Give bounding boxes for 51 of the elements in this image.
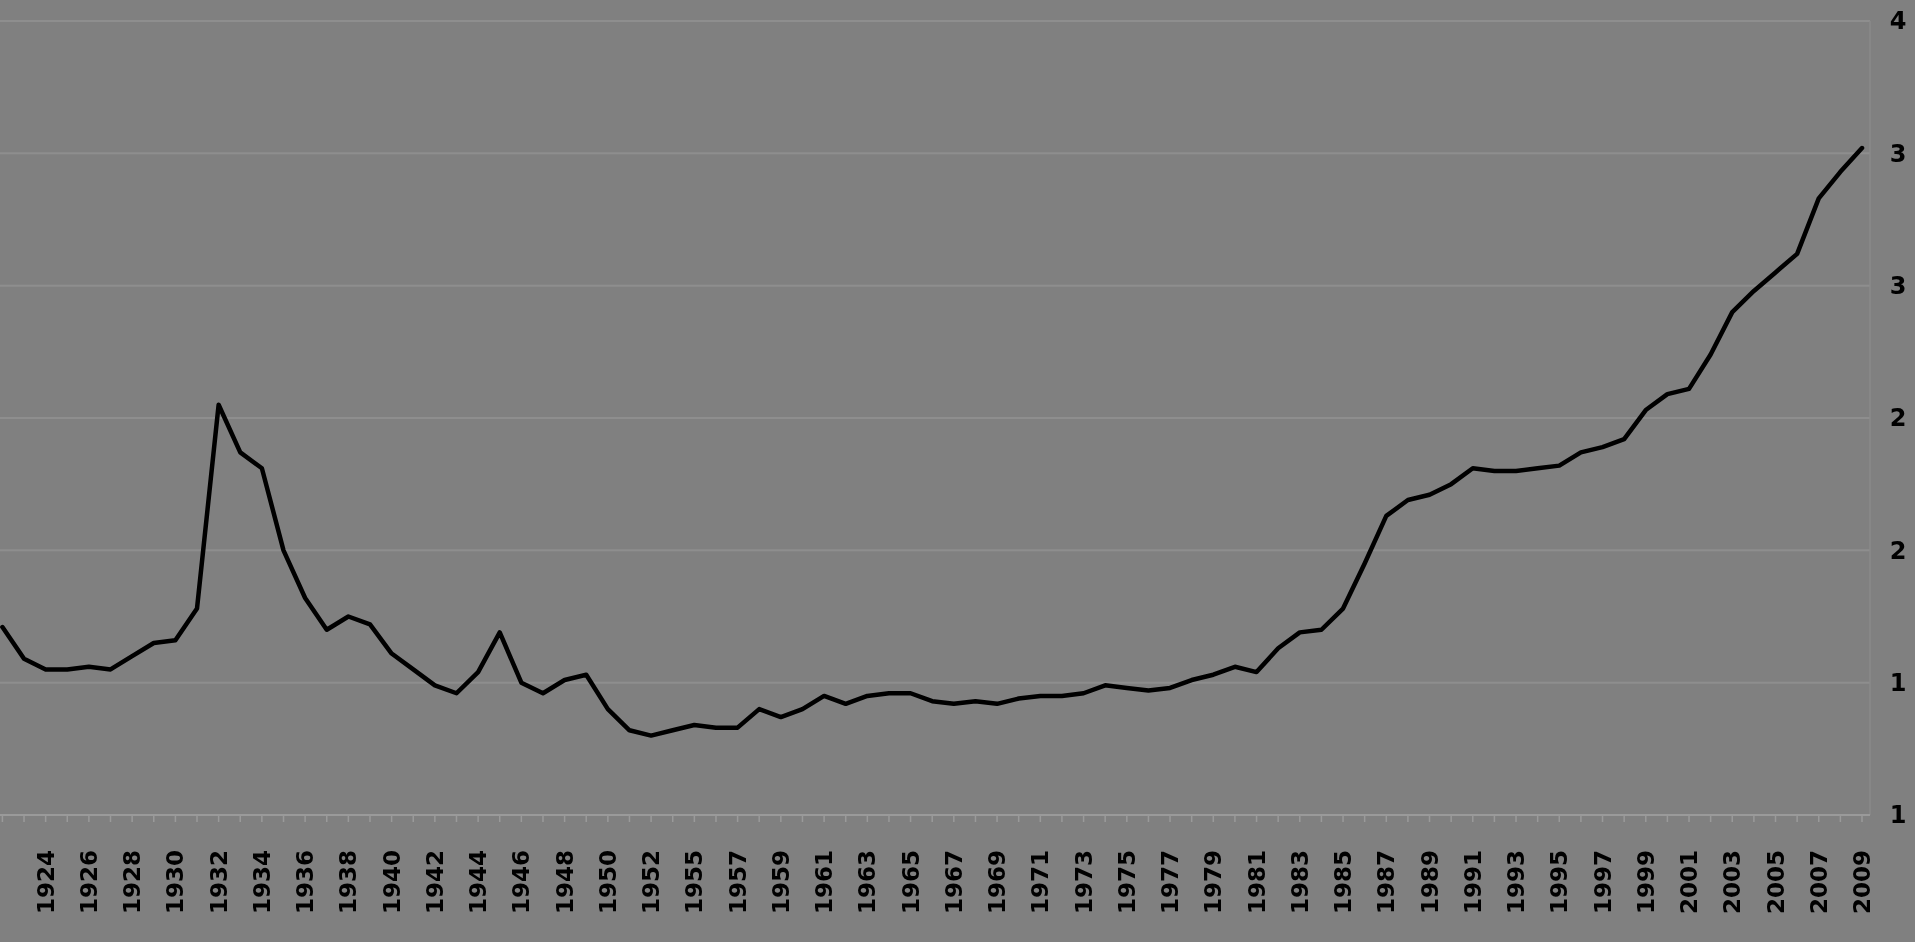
x-tick-label: 1924 [32, 850, 59, 915]
x-tick-label: 1944 [465, 850, 492, 915]
x-tick-label: 2001 [1676, 850, 1703, 915]
x-tick-label: 1940 [378, 850, 405, 915]
x-tick-label: 1995 [1546, 850, 1573, 915]
x-tick-label: 1979 [1200, 850, 1227, 915]
x-tick-label: 1967 [940, 850, 967, 915]
x-tick-label: 1952 [638, 850, 665, 915]
line-series [0, 145, 1865, 738]
x-tick-label: 1989 [1416, 850, 1443, 915]
y-tick-label: 3 [1889, 139, 1907, 168]
x-tick-label: 1983 [1286, 850, 1313, 915]
x-tick-label: 1965 [897, 850, 924, 915]
x-tick-label: 1942 [421, 850, 448, 915]
x-tick-label: 1938 [335, 850, 362, 915]
x-tick-label: 1930 [162, 850, 189, 915]
x-tick-label: 1981 [1243, 850, 1270, 915]
x-tick-label: 1961 [811, 850, 838, 915]
x-tick-label: 1957 [724, 850, 751, 915]
y-tick-label: 2 [1889, 536, 1907, 565]
x-tick-label: 1926 [75, 850, 102, 915]
x-tick-label: 1993 [1503, 850, 1530, 915]
y-tick-label: 3 [1889, 272, 1907, 301]
x-tick-label: 2003 [1719, 850, 1746, 915]
x-tick-label: 1969 [984, 850, 1011, 915]
x-tick-label: 1934 [248, 850, 275, 915]
x-tick-label: 1985 [1330, 850, 1357, 915]
x-tick-label: 1963 [854, 850, 881, 915]
x-tick-label: 1997 [1589, 850, 1616, 915]
x-tick-label: 1977 [1157, 850, 1184, 915]
y-tick-label: 1 [1889, 669, 1907, 698]
x-tick-label: 1948 [551, 850, 578, 915]
y-tick-label: 2 [1889, 404, 1907, 433]
x-tick-label: 1936 [292, 850, 319, 915]
y-tick-label: 1 [1889, 801, 1907, 830]
x-tick-label: 2007 [1805, 850, 1832, 915]
x-tick-label: 2005 [1762, 850, 1789, 915]
x-tick-label: 1955 [681, 850, 708, 915]
x-tick-label: 1973 [1070, 850, 1097, 915]
x-tick-label: 1959 [767, 850, 794, 915]
x-tick-label: 1932 [205, 850, 232, 915]
x-tick-label: 1991 [1459, 850, 1486, 915]
x-tick-label: 1999 [1632, 850, 1659, 915]
x-tick-label: 1928 [119, 850, 146, 915]
y-tick-label: 4 [1889, 7, 1907, 36]
x-tick-label: 1946 [508, 850, 535, 915]
x-tick-label: 1975 [1113, 850, 1140, 915]
x-tick-label: 1950 [594, 850, 621, 915]
x-tick-label: 1971 [1027, 850, 1054, 915]
x-tick-label: 1987 [1373, 850, 1400, 915]
x-tick-label: 2009 [1849, 850, 1875, 915]
